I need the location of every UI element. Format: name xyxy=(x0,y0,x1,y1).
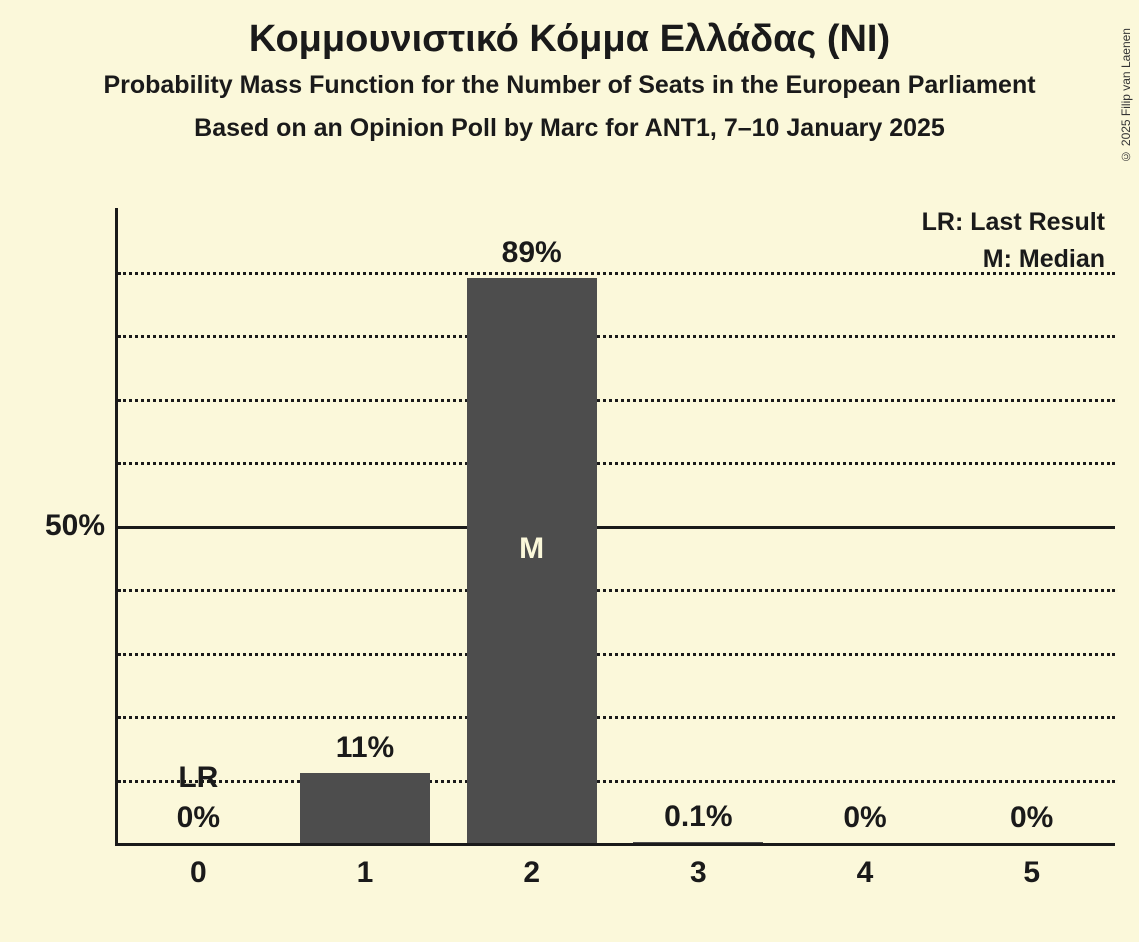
bar xyxy=(633,842,763,843)
bar-value-label: 0% xyxy=(1010,801,1053,835)
chart-area: LR: Last Result M: Median 50%LR0%011%1M8… xyxy=(115,208,1115,898)
bar-value-label: 89% xyxy=(502,236,562,270)
grid-line xyxy=(118,653,1115,656)
bar-value-label: 0% xyxy=(843,801,886,835)
grid-line xyxy=(118,589,1115,592)
grid-line xyxy=(118,272,1115,275)
grid-line xyxy=(118,526,1115,529)
grid-line xyxy=(118,399,1115,402)
grid-line xyxy=(118,716,1115,719)
last-result-marker: LR xyxy=(178,761,218,795)
bar-value-label: 0% xyxy=(177,801,220,835)
x-tick-label: 1 xyxy=(357,856,374,890)
chart-subtitle-1: Probability Mass Function for the Number… xyxy=(0,71,1139,100)
x-tick-label: 3 xyxy=(690,856,707,890)
x-axis xyxy=(115,843,1115,846)
plot-region: 50%LR0%011%1M89%20.1%30%40%5 xyxy=(115,208,1115,846)
bar-value-label: 11% xyxy=(336,731,394,765)
copyright-label: © 2025 Filip van Laenen xyxy=(1119,28,1133,163)
median-marker: M xyxy=(519,532,544,566)
chart-title: Κομμουνιστικό Κόμμα Ελλάδας (NI) xyxy=(0,18,1139,61)
chart-subtitle-2: Based on an Opinion Poll by Marc for ANT… xyxy=(0,114,1139,143)
grid-line xyxy=(118,462,1115,465)
grid-line xyxy=(118,335,1115,338)
bar-value-label: 0.1% xyxy=(664,800,732,834)
x-tick-label: 4 xyxy=(857,856,874,890)
x-tick-label: 5 xyxy=(1023,856,1040,890)
grid-line xyxy=(118,780,1115,783)
x-tick-label: 2 xyxy=(523,856,540,890)
x-tick-label: 0 xyxy=(190,856,207,890)
bar xyxy=(300,773,430,843)
y-axis-label: 50% xyxy=(33,509,105,543)
